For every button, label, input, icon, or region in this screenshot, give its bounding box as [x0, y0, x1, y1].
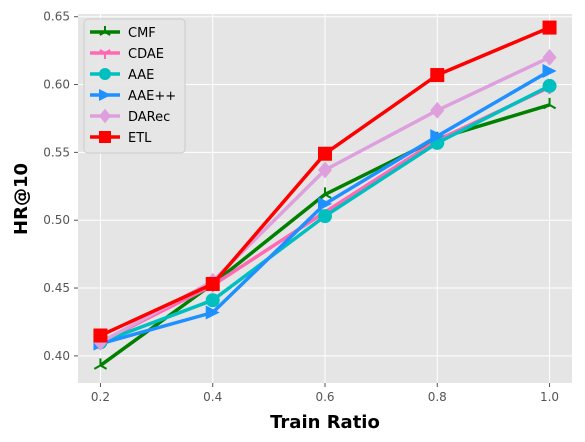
legend-marker: [99, 108, 111, 124]
x-tick-label: 0.8: [428, 390, 447, 404]
data-point: [205, 305, 220, 320]
series-aae-: [93, 63, 557, 351]
y-tick-label: 0.40: [43, 349, 70, 363]
legend-label: DARec: [128, 110, 170, 125]
y-axis-label: HR@10: [11, 163, 32, 235]
legend-item: AAE: [90, 68, 154, 83]
data-point: [542, 49, 557, 66]
y-tick-label: 0.60: [43, 78, 70, 92]
x-tick-label: 0.2: [91, 390, 110, 404]
legend-label: ETL: [128, 131, 152, 146]
data-point: [205, 276, 220, 291]
data-point: [318, 187, 332, 199]
series-etl: [93, 20, 557, 343]
legend-label: CDAE: [128, 47, 164, 62]
legend-marker: [99, 49, 111, 59]
legend-marker: [99, 68, 111, 80]
y-tick-labels: 0.40 0.45 0.50 0.55 0.60 0.65: [43, 10, 78, 363]
data-point: [318, 161, 332, 179]
legend-marker: [99, 131, 111, 143]
data-point: [205, 293, 220, 308]
legend: CMF CDAE AAE AAE++ DARec ETL: [83, 18, 186, 154]
data-point: [430, 129, 445, 144]
x-tick-label: 0.6: [315, 390, 334, 404]
series-group: [93, 20, 557, 370]
data-point: [430, 68, 445, 83]
legend-label: AAE++: [128, 89, 176, 104]
x-tick-labels: 0.2 0.4 0.6 0.8 1.0: [91, 383, 559, 404]
data-point: [318, 196, 332, 211]
legend-label: CMF: [128, 26, 156, 41]
y-tick-label: 0.45: [43, 281, 70, 295]
legend-item: CDAE: [90, 47, 164, 62]
data-point: [93, 328, 108, 343]
x-tick-label: 1.0: [540, 390, 559, 404]
legend-label: AAE: [128, 68, 154, 83]
legend-marker: [99, 89, 111, 101]
series-aae: [93, 78, 557, 350]
y-tick-label: 0.55: [43, 145, 70, 159]
legend-item: ETL: [90, 131, 152, 146]
legend-marker: [99, 26, 111, 36]
legend-item: AAE++: [90, 89, 176, 104]
data-point: [542, 20, 557, 35]
x-axis-label: Train Ratio: [270, 412, 380, 433]
legend-item: CMF: [90, 26, 156, 41]
data-point: [542, 78, 557, 93]
data-point: [93, 358, 108, 370]
y-tick-label: 0.50: [43, 213, 70, 227]
x-tick-label: 0.4: [203, 390, 222, 404]
data-point: [542, 97, 557, 110]
data-point: [318, 209, 332, 224]
data-point: [430, 101, 445, 119]
data-point: [318, 146, 332, 161]
data-point: [542, 63, 557, 78]
y-tick-label: 0.65: [43, 10, 70, 24]
legend-item: DARec: [90, 108, 170, 125]
